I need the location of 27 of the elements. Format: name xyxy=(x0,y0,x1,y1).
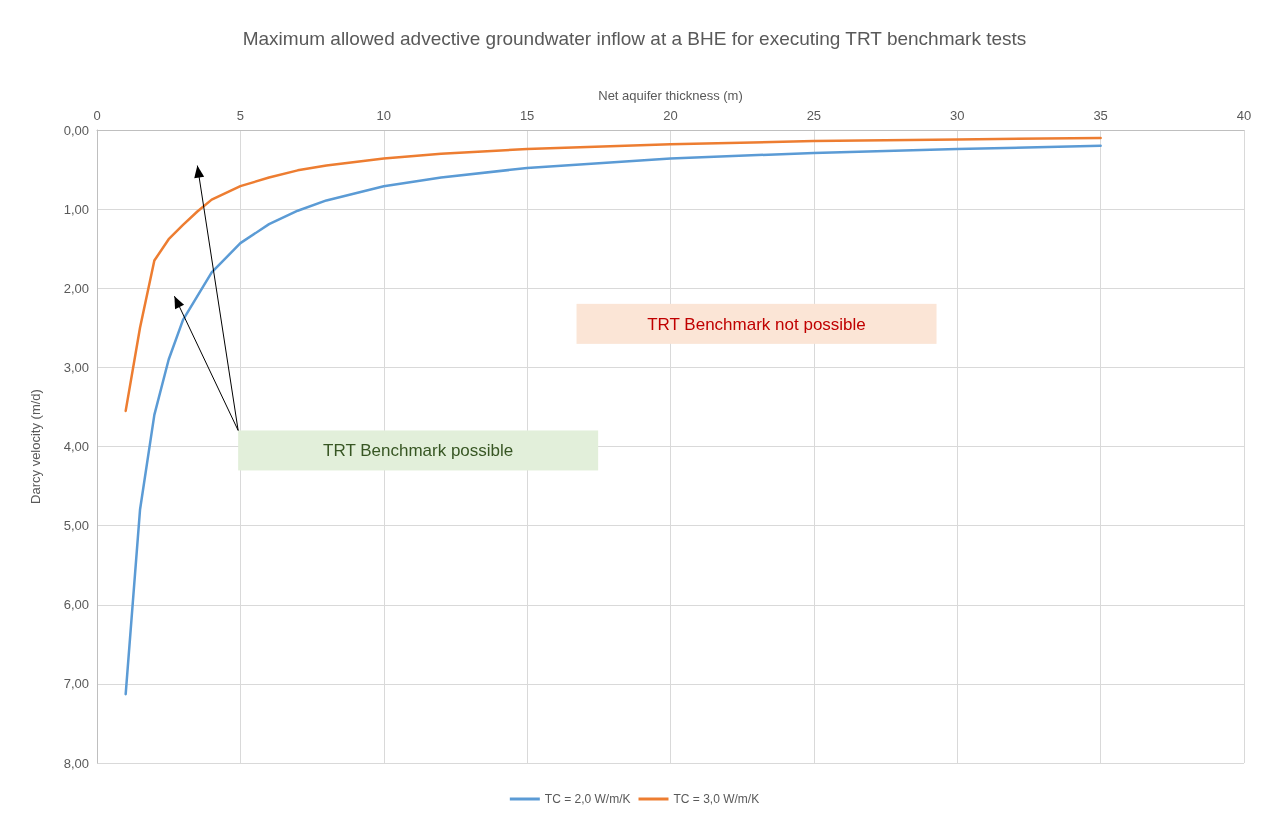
legend-label: TC = 2,0 W/m/K xyxy=(544,792,631,806)
y-tick-label: 3,00 xyxy=(63,359,89,375)
y-tick-label: 5,00 xyxy=(63,518,89,534)
x-tick-label: 40 xyxy=(1236,108,1252,123)
y-tick-label: 8,00 xyxy=(63,755,89,771)
y-tick-label: 0,00 xyxy=(63,122,89,138)
y-tick-label: 6,00 xyxy=(63,597,89,613)
y-tick-label: 1,00 xyxy=(63,201,89,217)
x-tick-label: 15 xyxy=(519,108,535,123)
y-tick-label: 2,00 xyxy=(63,280,89,296)
line-series xyxy=(124,136,1102,413)
y-tick-label: 7,00 xyxy=(63,676,89,692)
chart-title: Maximum allowed advective groundwater inflow at a BHE for executing TRT benchmark tests xyxy=(242,28,1027,49)
x-tick-label: 5 xyxy=(236,108,244,123)
x-tick-label: 20 xyxy=(663,108,678,123)
legend-label: TC = 3,0 W/m/K xyxy=(673,792,760,806)
x-tick-label: 35 xyxy=(1093,108,1108,123)
y-axis-title: Darcy velocity (m/d) xyxy=(28,389,43,504)
x-tick-label: 25 xyxy=(806,108,822,123)
x-tick-label: 10 xyxy=(376,108,391,123)
x-tick-label: 30 xyxy=(950,108,965,123)
y-tick-label: 4,00 xyxy=(63,439,89,454)
x-tick-label: 0 xyxy=(93,108,101,123)
annotation: TRT Benchmark not possible xyxy=(647,314,866,334)
annotation: TRT Benchmark possible xyxy=(323,441,514,461)
x-axis-title: Net aquifer thickness (m) xyxy=(598,88,743,103)
line-series xyxy=(124,144,1102,696)
